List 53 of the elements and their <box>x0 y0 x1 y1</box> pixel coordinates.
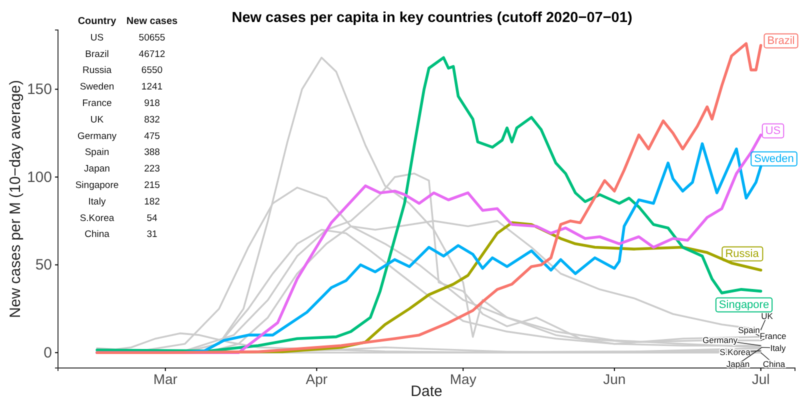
annotation: Spain <box>84 147 110 158</box>
annotation: 1241 <box>141 82 163 93</box>
series-label: Spain <box>738 324 760 335</box>
series-label: Germany <box>702 334 738 345</box>
annotation: Italy <box>88 196 106 208</box>
series-label: UK <box>761 310 774 321</box>
annotation: France <box>82 98 112 109</box>
y-tick-label: 50 <box>35 256 52 274</box>
annotation: UK <box>90 114 104 126</box>
series-label: France <box>760 330 786 341</box>
annotation: Russia <box>82 65 112 76</box>
annotation: US <box>90 32 104 44</box>
annotation: 215 <box>144 180 160 191</box>
annotation: 388 <box>144 147 160 158</box>
annotation: 832 <box>144 114 160 126</box>
x-tick-label: Mar <box>153 370 178 387</box>
annotation: Germany <box>77 130 117 142</box>
series-label: Sweden <box>754 152 794 165</box>
x-tick-label: Jun <box>603 370 626 387</box>
series-label: Brazil <box>767 34 795 47</box>
annotation: China <box>84 229 110 240</box>
y-tick-label: 0 <box>44 344 52 362</box>
annotation: 50655 <box>138 32 166 44</box>
series-label: Singapore <box>718 298 770 311</box>
y-tick-label: 100 <box>26 168 52 186</box>
series-label: Italy <box>770 342 787 353</box>
y-axis-title: New cases per M (10−day average) <box>7 80 24 318</box>
annotation: 918 <box>144 98 160 109</box>
annotation: Japan <box>84 164 110 175</box>
y-tick-label: 150 <box>26 81 52 98</box>
x-tick-label: May <box>450 370 476 387</box>
text: New cases <box>126 16 178 27</box>
annotation: 54 <box>146 212 158 224</box>
annotation: Sweden <box>80 82 114 93</box>
annotation: Singapore <box>75 180 119 191</box>
series-label: Japan <box>726 358 750 369</box>
annotation: 182 <box>144 196 160 208</box>
series-label: S.Korea <box>720 346 751 357</box>
annotation: Brazil <box>85 48 109 60</box>
series-label: China <box>762 358 786 369</box>
annotation: 6550 <box>141 65 163 76</box>
x-tick-label: Apr <box>306 370 328 387</box>
annotation: 475 <box>144 130 160 142</box>
annotation: 223 <box>144 164 160 175</box>
x-tick-label: Jul <box>752 370 770 387</box>
chart-title: New cases per capita in key countries (cutoff 2020−07−01) <box>232 10 632 26</box>
text: Country <box>78 16 117 27</box>
annotation: 31 <box>146 229 158 240</box>
series-label: Russia <box>725 248 760 260</box>
series-label: US <box>765 124 781 137</box>
annotation: 46712 <box>138 48 166 60</box>
annotation: S.Korea <box>80 212 115 224</box>
x-axis-title: Date <box>410 383 442 400</box>
